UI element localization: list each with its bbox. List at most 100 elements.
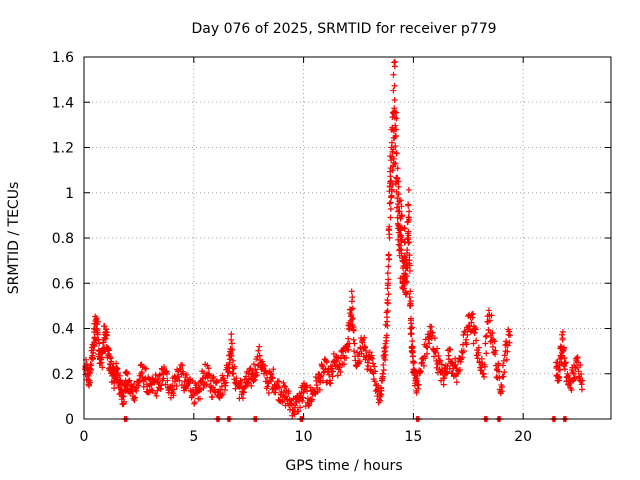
data-point [317,373,324,380]
data-point [114,365,121,372]
data-point [272,389,279,396]
data-point [383,332,390,339]
data-point [482,340,489,347]
data-point [406,257,413,264]
data-point [275,378,282,385]
data-point [395,241,402,248]
data-point [500,357,507,364]
data-point [362,344,369,351]
data-point [162,381,169,388]
data-point [501,352,508,359]
y-tick-label: 0.6 [52,276,74,292]
data-point [185,380,192,387]
data-point [239,388,246,395]
data-point [219,372,226,379]
data-point [397,227,404,234]
data-point [499,383,506,390]
data-point [380,370,387,377]
data-point [361,334,368,341]
data-point [85,373,92,380]
data-point [349,305,356,312]
y-tick-label: 0 [65,412,74,428]
data-point [437,357,444,364]
y-tick-label: 0.2 [52,367,74,383]
data-point [475,344,482,351]
data-point [206,372,213,379]
data-point [356,358,363,365]
data-point [249,367,256,374]
data-point [387,173,394,180]
data-point [269,386,276,393]
data-point [398,212,405,219]
data-point [486,317,493,324]
data-point [438,368,445,375]
data-point [383,337,390,344]
data-point [405,186,412,193]
data-point [348,311,355,318]
data-point [322,357,329,364]
data-point [394,204,401,211]
data-point [388,139,395,146]
data-point [330,368,337,375]
data-point [428,323,435,330]
data-point [220,375,227,382]
data-point [91,343,98,350]
data-point [316,386,323,393]
data-point [154,387,161,394]
data-point [259,358,266,365]
data-point [415,381,422,388]
data-point [465,313,472,320]
data-point [392,132,399,139]
data-point [87,379,94,386]
data-point [391,82,398,89]
data-point [99,364,106,371]
data-point [388,186,395,193]
data-point [276,384,283,391]
data-point [224,372,231,379]
data-point [493,374,500,381]
data-point [467,328,474,335]
data-point [413,378,420,385]
data-point [447,346,454,353]
data-point [436,357,443,364]
data-point [142,365,149,372]
data-point [394,165,401,172]
data-point [408,324,415,331]
data-point [398,203,405,210]
y-tick-label: 1.2 [52,141,74,157]
data-point [349,315,356,322]
data-point [366,349,373,356]
data-point [393,115,400,122]
data-point [349,294,356,301]
data-point [298,389,305,396]
data-point [219,391,226,398]
data-point [170,392,177,399]
data-point [468,319,475,326]
data-point [94,331,101,338]
data-point [335,354,342,361]
data-point [489,343,496,350]
data-point [209,394,216,401]
data-point [351,340,358,347]
data-point [158,382,165,389]
data-point [195,382,202,389]
data-point [401,253,408,260]
data-point [350,336,357,343]
x-tick-label: 0 [80,429,89,445]
data-point [453,379,460,386]
data-point [575,368,582,375]
data-point [386,234,393,241]
data-point [420,362,427,369]
data-point [179,362,186,369]
data-point [406,267,413,274]
data-point [268,374,275,381]
data-point [226,368,233,375]
data-point [228,353,235,360]
data-point [245,370,252,377]
data-point [504,348,511,355]
y-tick-label: 0.4 [52,322,74,338]
data-point [456,366,463,373]
data-point [198,379,205,386]
data-point [382,344,389,351]
data-point [388,177,395,184]
